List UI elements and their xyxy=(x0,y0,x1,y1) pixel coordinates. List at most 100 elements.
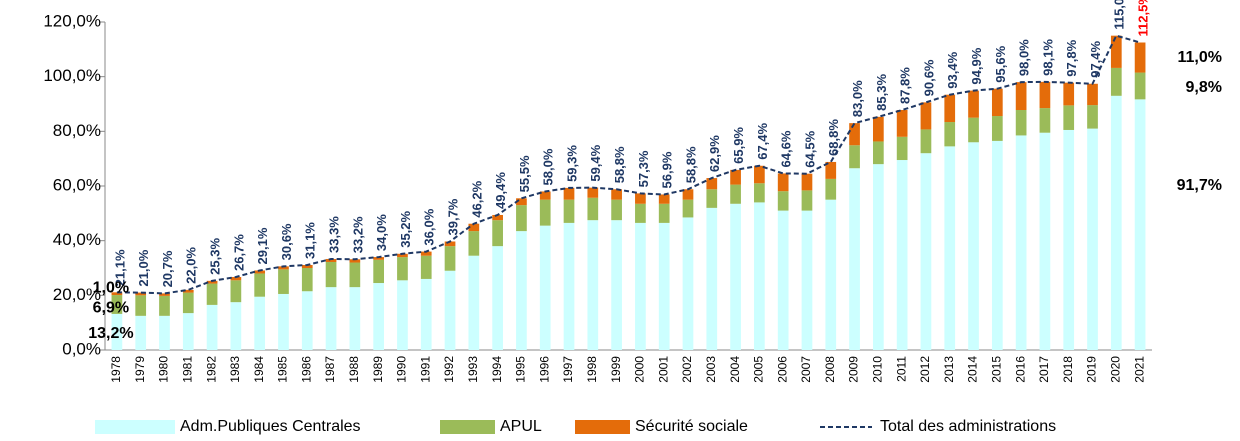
bar-segment xyxy=(182,289,194,293)
bar-segment xyxy=(373,283,385,350)
total-label: 58,0% xyxy=(541,148,556,185)
segment-label: 11,0% xyxy=(1178,49,1222,66)
bar-segment xyxy=(516,205,527,232)
bar-segment xyxy=(1087,128,1098,350)
x-tick-label: 2008 xyxy=(823,356,837,383)
bar-segment xyxy=(968,117,979,143)
bar-segment xyxy=(658,222,670,350)
bar-segment xyxy=(968,142,979,350)
y-tick-label: 0,0% xyxy=(62,339,101,358)
x-tick-label: 1980 xyxy=(157,356,171,383)
segment-label: 13,2% xyxy=(88,325,133,342)
bar-segment xyxy=(730,184,741,204)
total-label: 64,6% xyxy=(779,130,794,167)
total-label: 57,3% xyxy=(636,150,651,187)
y-tick-label: 20,0% xyxy=(53,285,101,304)
bar-segment xyxy=(1087,105,1098,129)
bar-segment xyxy=(777,210,789,350)
bar-segment xyxy=(325,258,337,262)
total-label: 94,9% xyxy=(969,47,984,84)
bar-segment xyxy=(1087,83,1098,106)
bar-segment xyxy=(872,164,884,350)
bar-segment xyxy=(896,110,908,137)
bar-segment xyxy=(968,90,979,118)
bar-segment xyxy=(325,261,337,288)
total-label: 30,6% xyxy=(279,223,294,260)
bar-segment xyxy=(730,203,741,350)
bar-segment xyxy=(444,246,456,271)
y-tick-label: 60,0% xyxy=(53,175,101,194)
bar-segment xyxy=(444,270,456,350)
bar-segment xyxy=(944,146,956,350)
x-tick-label: 2010 xyxy=(871,356,885,383)
bar-segment xyxy=(539,191,551,200)
total-label: 22,0% xyxy=(184,247,199,284)
bar-segment xyxy=(777,173,789,192)
bar-segment xyxy=(1015,82,1027,111)
x-tick-label: 2006 xyxy=(775,356,789,383)
total-label: 36,0% xyxy=(422,208,437,245)
total-label: 39,7% xyxy=(445,198,460,235)
bar-segment xyxy=(111,295,123,314)
x-tick-label: 2019 xyxy=(1085,356,1099,383)
bar-segment xyxy=(706,178,718,190)
segment-label: 6,9% xyxy=(93,300,129,317)
total-label: 95,6% xyxy=(993,45,1008,82)
x-tick-label: 1982 xyxy=(204,356,218,383)
x-tick-label: 1983 xyxy=(228,356,242,383)
bar-segment xyxy=(658,194,670,204)
bar-segment xyxy=(801,210,813,350)
bar-segment xyxy=(325,287,337,350)
total-label: 49,4% xyxy=(493,172,508,209)
x-tick-label: 2014 xyxy=(966,356,980,383)
bar-segment xyxy=(397,257,408,281)
x-tick-label: 2015 xyxy=(990,356,1004,383)
y-tick-label: 80,0% xyxy=(53,121,101,140)
bar-segment xyxy=(349,259,361,263)
bar-segment xyxy=(658,203,670,223)
x-tick-label: 1987 xyxy=(323,356,337,383)
x-tick-label: 2020 xyxy=(1108,356,1122,383)
bar-segment xyxy=(611,199,622,221)
bar-segment xyxy=(896,160,908,350)
bar-segment xyxy=(849,123,860,146)
total-label: 67,4% xyxy=(755,122,770,159)
x-tick-label: 2003 xyxy=(704,356,718,383)
total-label: 26,7% xyxy=(231,234,246,271)
bar-segment xyxy=(754,183,765,203)
total-label: 58,8% xyxy=(612,146,627,183)
bar-segment xyxy=(206,304,218,350)
bar-segment xyxy=(801,173,813,191)
bar-segment xyxy=(1039,108,1051,133)
total-label: 29,1% xyxy=(255,227,270,264)
bar-segment xyxy=(1063,129,1075,350)
x-tick-label: 2018 xyxy=(1061,356,1075,383)
bar-segment xyxy=(849,145,860,169)
bar-segment xyxy=(682,189,694,200)
bar-segment xyxy=(1134,42,1146,73)
bar-segment xyxy=(182,313,194,350)
x-tick-label: 1996 xyxy=(537,356,551,383)
bar-segment xyxy=(468,231,480,256)
bar-segment xyxy=(1063,105,1075,130)
total-label: 59,4% xyxy=(588,144,603,181)
legend-swatch xyxy=(95,420,175,434)
x-tick-label: 1992 xyxy=(442,356,456,383)
total-label: 87,8% xyxy=(898,67,913,104)
total-line xyxy=(116,34,1141,295)
bar-segment xyxy=(611,220,622,350)
total-label: 59,3% xyxy=(564,145,579,182)
bar-segment xyxy=(635,203,646,223)
x-tick-label: 2011 xyxy=(894,356,908,382)
total-label: 46,2% xyxy=(469,180,484,217)
bar-segment xyxy=(254,270,266,274)
bar-segment xyxy=(825,199,837,350)
bar-segment xyxy=(159,295,170,316)
bar-segment xyxy=(682,217,694,350)
bar-segment xyxy=(230,280,242,303)
x-tick-label: 2007 xyxy=(799,356,813,383)
legend-label: APUL xyxy=(500,418,542,435)
bar-segment xyxy=(159,315,170,350)
total-label: 90,6% xyxy=(921,59,936,96)
